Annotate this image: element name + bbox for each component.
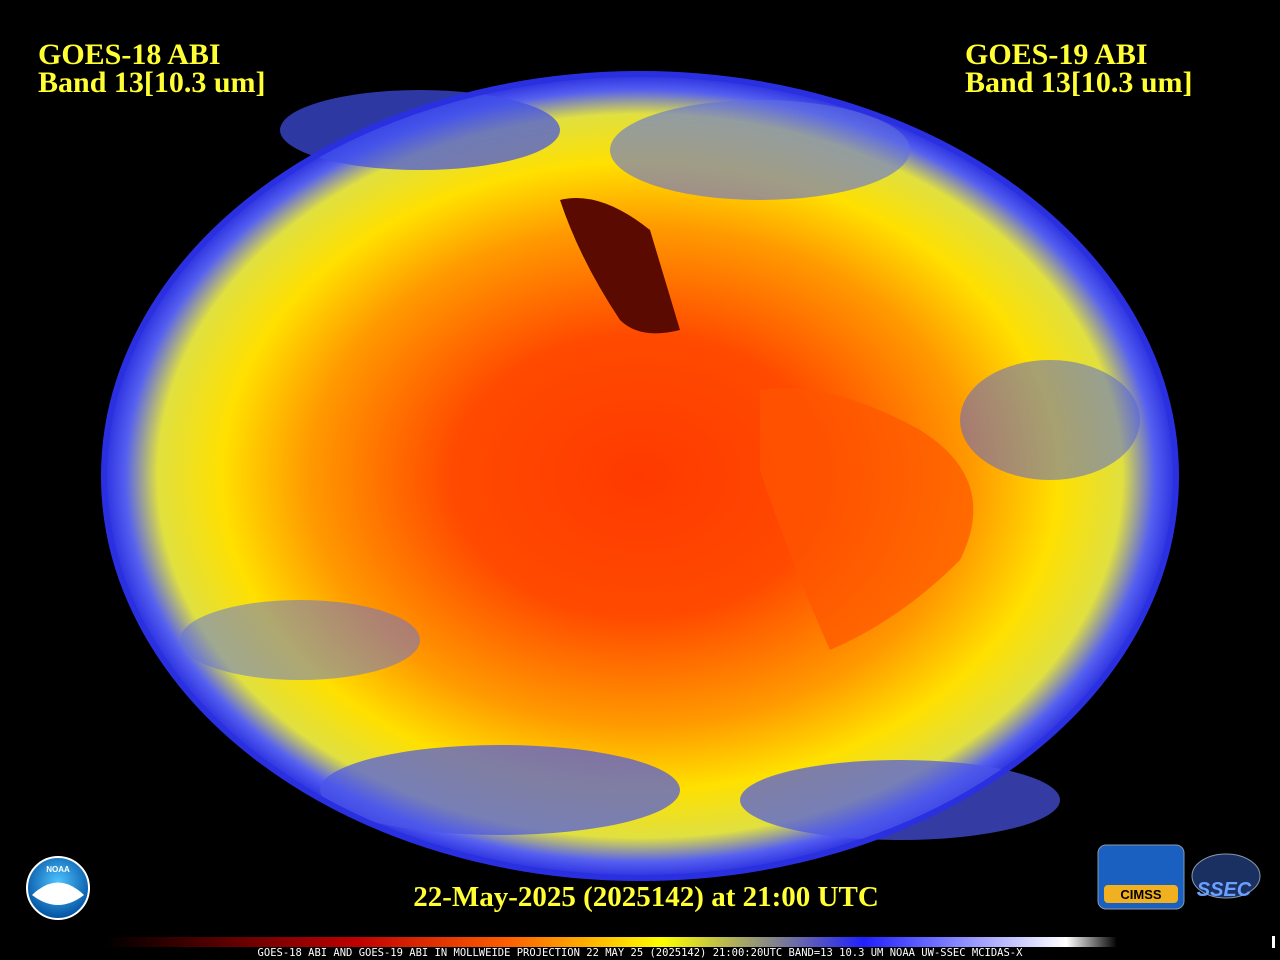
cimss-logo: CIMSS [1097, 844, 1185, 910]
right-title: GOES-19 ABI [965, 38, 1148, 71]
noaa-label: NOAA [46, 865, 70, 874]
dark-land [560, 198, 680, 334]
right-subtitle: Band 13[10.3 um] [965, 66, 1193, 99]
ssec-label: SSEC [1197, 879, 1252, 901]
date-caption: 22-May-2025 (2025142) at 21:00 UTC [413, 881, 879, 913]
color-bar [105, 937, 1117, 947]
noaa-logo: NOAA [26, 856, 90, 920]
globe [101, 71, 1179, 881]
land-south-america [760, 388, 974, 650]
ssec-logo: SSEC [1191, 853, 1261, 901]
cloud [180, 600, 420, 680]
earth-disk [104, 74, 1176, 878]
cloud [320, 745, 680, 835]
cloud [610, 100, 910, 200]
cursor-mark [1272, 936, 1275, 948]
cloud [280, 90, 560, 170]
noaa-bird [32, 882, 84, 905]
cloud [960, 360, 1140, 480]
footer-text: GOES-18 ABI AND GOES-19 ABI IN MOLLWEIDE… [258, 947, 1024, 959]
left-subtitle: Band 13[10.3 um] [38, 66, 266, 99]
earth-rim [101, 71, 1179, 881]
left-title: GOES-18 ABI [38, 38, 221, 71]
cimss-label: CIMSS [1120, 887, 1162, 902]
ssec-globe [1191, 853, 1261, 899]
cimss-band [1104, 885, 1178, 903]
cloud [740, 760, 1060, 840]
